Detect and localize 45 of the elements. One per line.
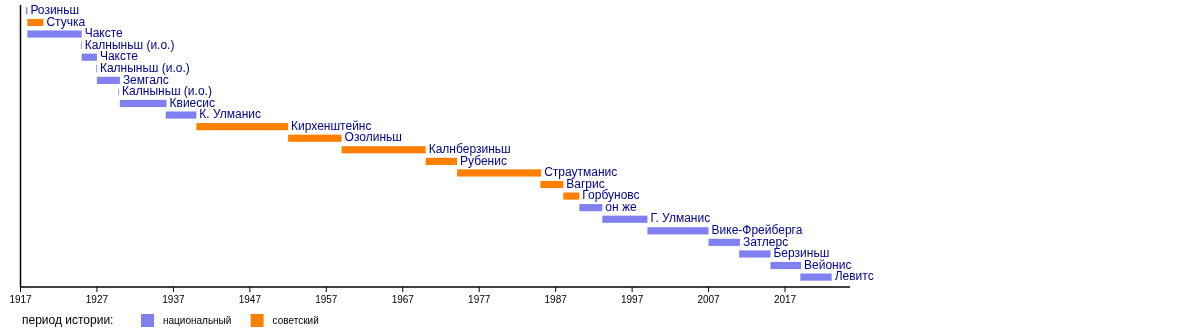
y-tick-label: Вике-Фрейберга [711, 222, 803, 237]
x-tick-label: 1957 [315, 294, 338, 305]
y-tick-label: Калныньш (и.о.) [122, 84, 212, 99]
legend-label: национальный [163, 315, 232, 326]
bar [800, 273, 832, 281]
bar [708, 238, 740, 246]
x-tick-label: 1967 [391, 294, 415, 305]
bar [196, 123, 289, 131]
y-tick-label: Горбуновс [582, 188, 640, 203]
bar [457, 169, 542, 177]
bar [540, 180, 564, 189]
y-tick-label: Страутманис [544, 165, 618, 180]
x-tick-label: 1997 [620, 294, 644, 305]
y-tick-label: Левитс [834, 269, 874, 284]
legend-title: период истории: [22, 313, 114, 327]
bar [165, 111, 197, 119]
x-tick-label: 1937 [162, 294, 185, 305]
x-tick-label: 1987 [544, 294, 568, 305]
y-tick-label: К. Улманис [199, 107, 262, 122]
bar [647, 227, 709, 235]
bar [27, 18, 44, 27]
bar [739, 250, 771, 258]
bar [425, 157, 458, 165]
y-tick-label: Калнберзиньш [428, 141, 511, 156]
bar [81, 53, 97, 61]
y-tick-label: Кирхенштейнс [291, 118, 372, 133]
legend-label: советский [272, 315, 319, 326]
bar [341, 146, 426, 154]
bar [96, 76, 120, 84]
bar [27, 30, 82, 38]
y-tick-label: Вейонис [804, 257, 852, 272]
bar [579, 204, 603, 212]
x-tick-label: 1947 [238, 294, 262, 305]
x-tick-label: 2007 [697, 294, 721, 305]
x-tick-label: 1917 [9, 294, 33, 305]
bar [119, 99, 167, 108]
bar [602, 215, 648, 223]
bar [288, 134, 342, 142]
y-tick-label: Озолиньш [344, 130, 402, 145]
x-tick-label: 1977 [468, 294, 491, 305]
y-tick-label: Г. Улманис [650, 211, 711, 226]
bar [563, 192, 580, 200]
bar [770, 261, 802, 270]
x-tick-label: 2017 [773, 294, 797, 305]
x-tick-label: 1927 [85, 294, 109, 305]
